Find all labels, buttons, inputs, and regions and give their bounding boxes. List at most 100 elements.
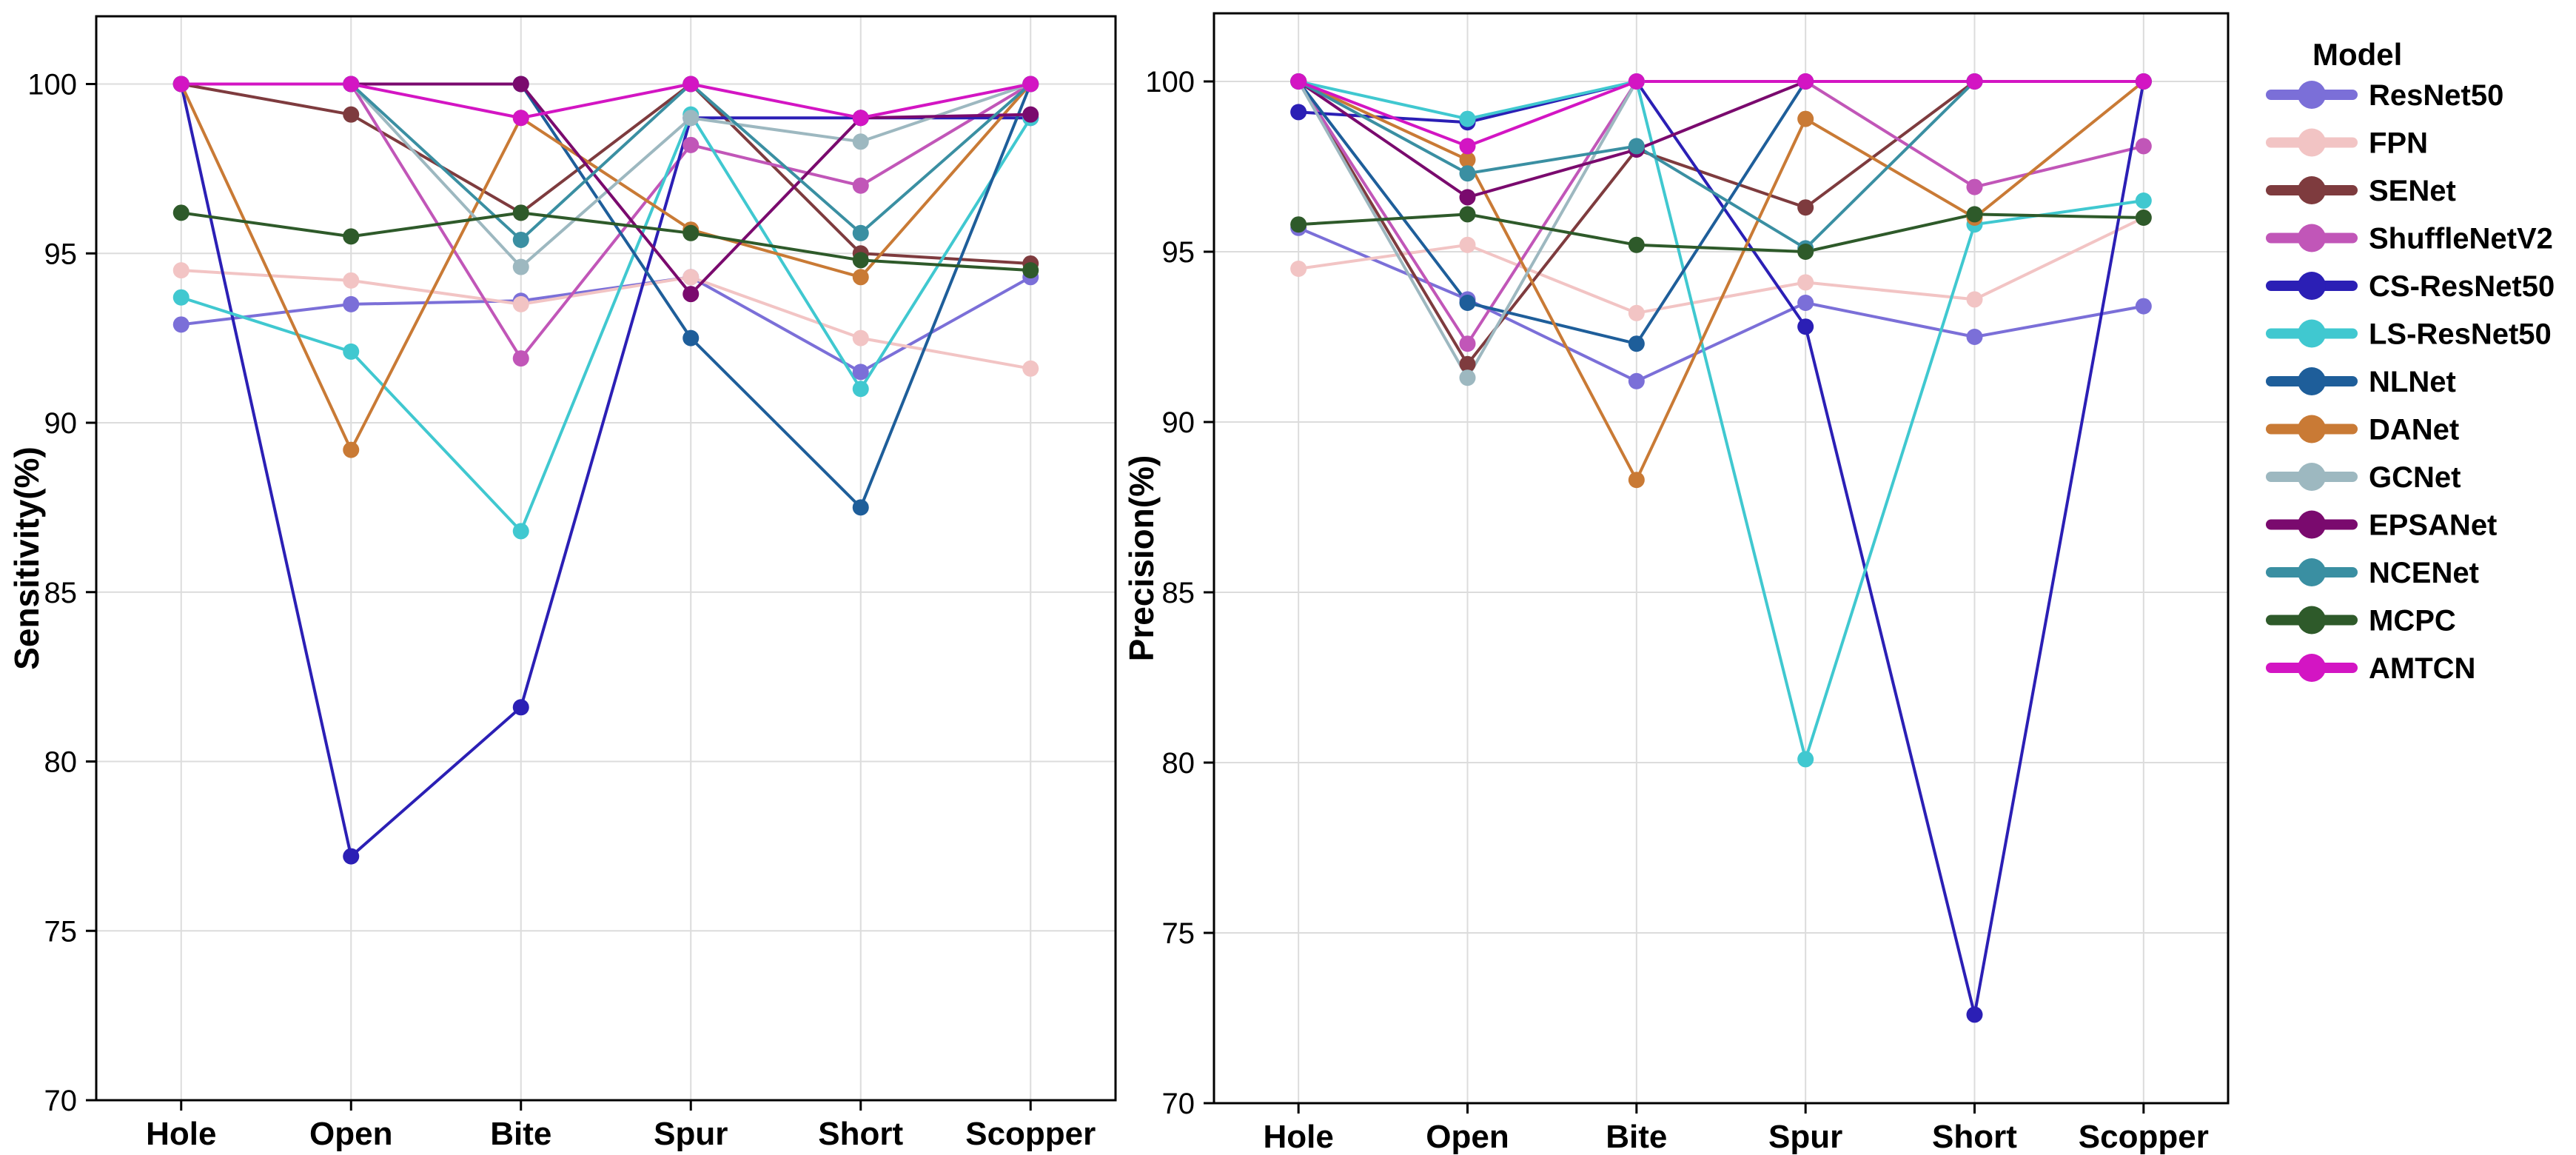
data-point-amtcn bbox=[682, 76, 700, 93]
x-tick-label: Short bbox=[1932, 1119, 2017, 1155]
data-point-danet bbox=[1797, 110, 1814, 127]
data-point-gcnet bbox=[682, 110, 700, 127]
data-point-ls-resnet50 bbox=[852, 381, 869, 398]
series-line-senet bbox=[1297, 80, 2144, 366]
data-point-ls-resnet50 bbox=[2135, 192, 2152, 209]
y-tick-label: 80 bbox=[44, 746, 78, 779]
precision-chart: 70 75 80 85 90 95 100 Hole Open Bite Spur Short Scop… bbox=[1122, 12, 2230, 1155]
data-point-gcnet bbox=[852, 133, 869, 150]
data-point-shufflenetv2 bbox=[682, 136, 700, 153]
y-tick-label: 75 bbox=[44, 915, 78, 948]
y-axis-title: Sensitivity(%) bbox=[7, 446, 46, 670]
data-point-mcpc bbox=[343, 228, 360, 245]
data-point-fpn bbox=[852, 329, 869, 346]
data-point-fpn bbox=[1628, 304, 1645, 321]
data-point-amtcn bbox=[343, 76, 360, 93]
data-point-shufflenetv2 bbox=[852, 177, 869, 194]
data-point-mcpc bbox=[512, 204, 529, 221]
x-tick-label: Spur bbox=[654, 1116, 728, 1152]
x-tick-label: Open bbox=[1426, 1119, 1509, 1155]
data-point-ls-resnet50 bbox=[1797, 751, 1814, 768]
data-point-epsanet bbox=[1459, 189, 1476, 206]
legend-marker-mcpc bbox=[2298, 606, 2326, 635]
y-tick-label: 70 bbox=[44, 1085, 78, 1117]
data-point-amtcn bbox=[1022, 76, 1039, 93]
y-tick-label: 95 bbox=[44, 238, 78, 270]
data-point-senet bbox=[343, 106, 360, 123]
data-point-ls-resnet50 bbox=[172, 289, 189, 306]
data-point-fpn bbox=[172, 262, 189, 279]
data-point-danet bbox=[343, 441, 360, 458]
x-tick-label: Hole bbox=[146, 1116, 216, 1152]
series-line-resnet50 bbox=[181, 275, 1032, 374]
legend-label: DANet bbox=[2369, 414, 2459, 446]
data-point-epsanet bbox=[682, 286, 700, 303]
data-point-mcpc bbox=[1022, 262, 1039, 279]
legend-marker-danet bbox=[2298, 415, 2326, 443]
legend-label: EPSANet bbox=[2369, 509, 2497, 542]
data-point-fpn bbox=[1966, 291, 1983, 308]
x-tick-label: Bite bbox=[1606, 1119, 1667, 1155]
data-point-epsanet bbox=[512, 76, 529, 93]
legend-marker-amtcn bbox=[2298, 654, 2326, 682]
x-tick-label: Hole bbox=[1263, 1119, 1333, 1155]
data-point-ncenet bbox=[852, 224, 869, 241]
y-tick-label: 80 bbox=[1162, 747, 1195, 780]
series-line-amtcn bbox=[181, 82, 1031, 120]
legend: Model ResNet50 FPN SENet ShuffleNetV2 CS-Res… bbox=[2266, 37, 2555, 685]
legend-marker-ncenet bbox=[2298, 558, 2326, 586]
data-point-danet bbox=[1628, 472, 1645, 489]
data-point-fpn bbox=[1797, 274, 1814, 291]
x-tick-label: Scopper bbox=[2079, 1119, 2209, 1155]
data-point-gcnet bbox=[512, 258, 529, 275]
data-point-resnet50 bbox=[343, 295, 360, 312]
legend-title: Model bbox=[2312, 37, 2402, 72]
series-line-mcpc bbox=[181, 211, 1031, 272]
legend-label: LS-ResNet50 bbox=[2369, 318, 2552, 351]
y-tick-label: 70 bbox=[1162, 1088, 1195, 1120]
data-point-ls-resnet50 bbox=[343, 343, 360, 360]
y-tick-label: 85 bbox=[44, 577, 78, 609]
legend-marker-ls-resnet50 bbox=[2298, 319, 2326, 348]
y-tick-label: 95 bbox=[1162, 236, 1195, 269]
data-point-amtcn bbox=[1966, 73, 1983, 90]
data-point-mcpc bbox=[852, 252, 869, 269]
y-tick-label: 75 bbox=[1162, 917, 1195, 950]
legend-marker-epsanet bbox=[2298, 510, 2326, 539]
legend-label: NCENet bbox=[2369, 557, 2479, 589]
data-point-resnet50 bbox=[1966, 329, 1983, 345]
data-point-danet bbox=[1459, 151, 1476, 168]
y-tick-label: 90 bbox=[44, 407, 78, 440]
series-line-cs-resnet50 bbox=[179, 84, 1031, 858]
series-line-gcnet bbox=[1297, 80, 2144, 380]
legend-marker-nlnet bbox=[2298, 367, 2326, 395]
y-tick-label: 100 bbox=[1145, 66, 1195, 98]
sensitivity-chart: 70 75 80 85 90 95 100 Hole Open Bite Spur Short Scop… bbox=[7, 15, 1117, 1152]
legend-label: GCNet bbox=[2369, 461, 2461, 494]
y-tick-label: 85 bbox=[1162, 577, 1195, 609]
data-point-nlnet bbox=[1459, 295, 1476, 311]
data-point-resnet50 bbox=[172, 316, 189, 333]
data-point-resnet50 bbox=[1628, 372, 1645, 389]
x-tick-label: Bite bbox=[490, 1116, 551, 1152]
data-point-mcpc bbox=[2135, 210, 2152, 226]
data-point-cs-resnet50 bbox=[1797, 318, 1814, 335]
legend-label: CS-ResNet50 bbox=[2369, 270, 2555, 303]
legend-label: ResNet50 bbox=[2369, 79, 2503, 112]
y-tick-label: 90 bbox=[1162, 406, 1195, 439]
series-line-danet bbox=[1298, 80, 2145, 482]
data-point-mcpc bbox=[682, 224, 700, 241]
data-point-amtcn bbox=[1628, 73, 1645, 90]
data-point-cs-resnet50 bbox=[1290, 104, 1307, 121]
data-point-epsanet bbox=[1022, 106, 1039, 123]
legend-label: SENet bbox=[2369, 175, 2456, 207]
data-point-amtcn bbox=[1797, 73, 1814, 90]
data-point-fpn bbox=[1022, 360, 1039, 377]
x-tick-label: Open bbox=[309, 1116, 392, 1152]
data-point-shufflenetv2 bbox=[1459, 335, 1476, 352]
data-point-mcpc bbox=[1797, 244, 1814, 260]
data-point-danet bbox=[852, 269, 869, 286]
data-point-amtcn bbox=[172, 76, 189, 93]
series-line-amtcn bbox=[1298, 80, 2144, 148]
